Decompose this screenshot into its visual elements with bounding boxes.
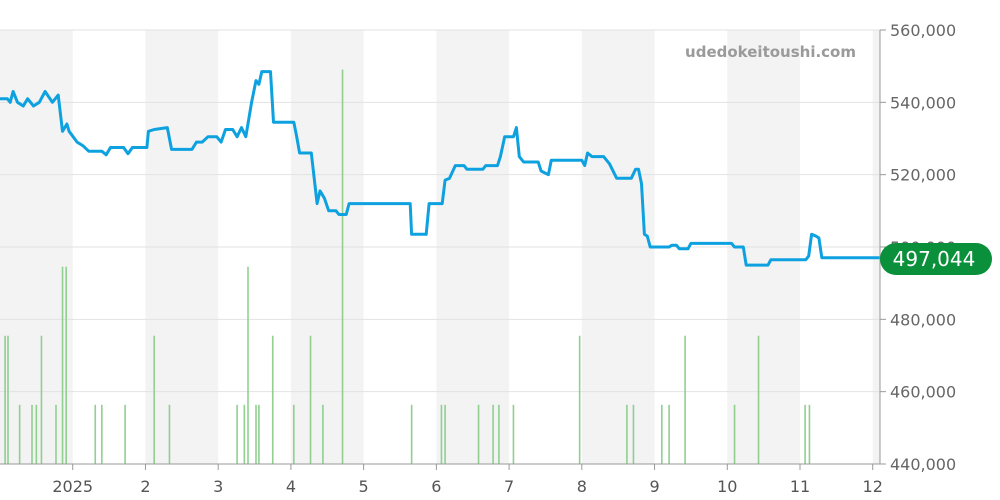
y-tick-label: 560,000 — [890, 21, 956, 40]
x-tick-label: 10 — [717, 477, 737, 496]
x-axis: 2025 2 3 4 5 6 7 8 9 10 11 12 — [0, 463, 883, 496]
current-price-label: 497,044 — [893, 247, 976, 271]
y-tick-label: 440,000 — [890, 455, 956, 474]
x-tick-label: 8 — [577, 477, 587, 496]
current-price-badge: 497,044 — [880, 243, 992, 275]
grid-lines — [0, 29, 880, 465]
current-price-badge-bg — [880, 243, 992, 275]
x-tick-label: 11 — [790, 477, 810, 496]
watermark-text: udedokeitoushi.com — [685, 43, 856, 61]
price-series — [0, 70, 882, 267]
x-tick-label: 7 — [504, 477, 514, 496]
y-tick-label: 540,000 — [890, 93, 956, 112]
x-tick-label: 2025 — [52, 477, 93, 496]
x-tick-label: 4 — [286, 477, 296, 496]
x-tick-label: 12 — [863, 477, 883, 496]
x-tick-label: 9 — [649, 477, 659, 496]
volume-bars — [4, 69, 811, 464]
x-tick-label: 2 — [140, 477, 150, 496]
x-tick-label: 5 — [359, 477, 369, 496]
x-tick-label: 3 — [213, 477, 223, 496]
y-axis: 440,000460,000480,000500,000520,000540,0… — [879, 21, 956, 474]
y-tick-label: 480,000 — [890, 310, 956, 329]
price-line — [0, 70, 882, 267]
y-tick-label: 520,000 — [890, 166, 956, 185]
y-tick-label: 460,000 — [890, 383, 956, 402]
x-tick-label: 6 — [431, 477, 441, 496]
